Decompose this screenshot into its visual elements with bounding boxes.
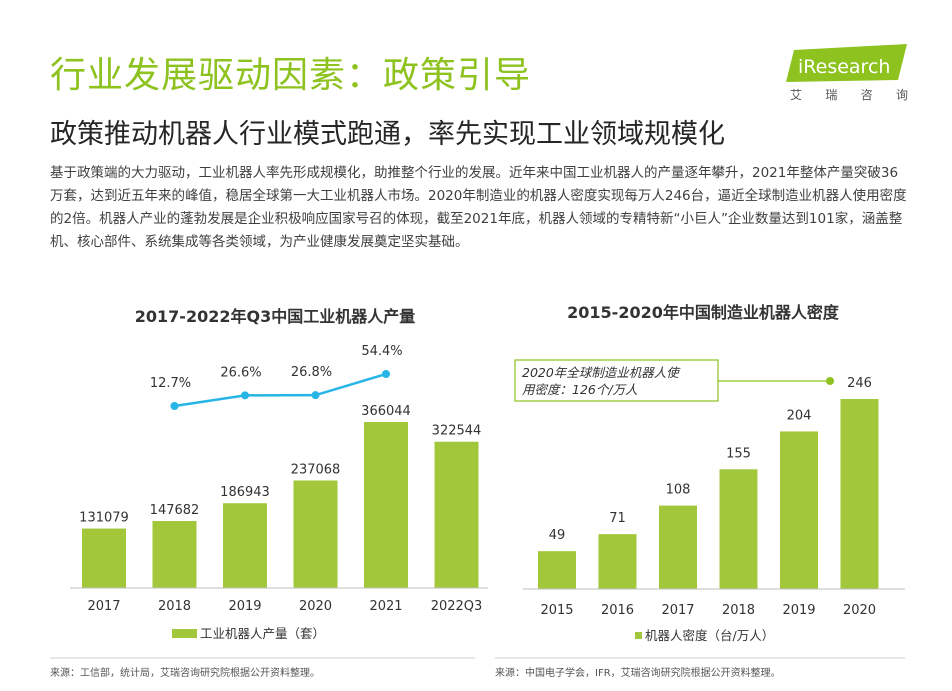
global-density-callout: 2020年全球制造业机器人使 用密度：126个/万人 bbox=[514, 359, 834, 402]
intro-paragraph: 基于政策端的大力驱动，工业机器人率先形成规模化，助推整个行业的发展。近年来中国工… bbox=[50, 165, 907, 250]
callout-line-2: 用密度：126个/万人 bbox=[522, 382, 638, 397]
bar-2020 bbox=[293, 480, 338, 588]
legend-label: 工业机器人产量（套） bbox=[200, 626, 325, 641]
bar-value-label: 108 bbox=[666, 483, 691, 498]
chart1-title: 2017-2022年Q3中国工业机器人产量 bbox=[135, 307, 415, 326]
bar-value-label: 49 bbox=[549, 528, 566, 543]
chart2-source: 来源：中国电子学会，IFR，艾瑞咨询研究院根据公开资料整理。 bbox=[495, 666, 781, 679]
bar-2019 bbox=[780, 431, 818, 589]
callout-dot bbox=[826, 377, 834, 385]
x-tick-label: 2021 bbox=[369, 599, 402, 614]
x-tick-label: 2016 bbox=[601, 603, 634, 618]
bar-value-label: 204 bbox=[787, 408, 812, 423]
tagline-char: 艾 bbox=[790, 88, 803, 102]
page-subtitle: 政策推动机器人行业模式跑通，率先实现工业领域规模化 bbox=[50, 119, 725, 150]
bar-value-label: 155 bbox=[726, 446, 751, 461]
x-tick-label: 2015 bbox=[540, 603, 573, 618]
bar-2015 bbox=[538, 551, 576, 589]
callout-line-1: 2020年全球制造业机器人使 bbox=[522, 365, 681, 380]
chart2-legend: 机器人密度（台/万人） bbox=[635, 628, 774, 643]
bar-2018 bbox=[152, 521, 197, 588]
bar-2022Q3 bbox=[434, 441, 479, 588]
x-tick-label: 2020 bbox=[843, 603, 876, 618]
chart1-legend: 工业机器人产量（套） bbox=[172, 626, 325, 641]
chart2-title: 2015-2020年中国制造业机器人密度 bbox=[567, 303, 840, 322]
x-tick-label: 2022Q3 bbox=[431, 599, 483, 614]
growth-line bbox=[174, 372, 387, 408]
tagline-char: 咨 bbox=[860, 88, 873, 102]
bar-value-label: 237068 bbox=[291, 462, 341, 477]
bar-2019 bbox=[223, 503, 267, 588]
x-tick-label: 2017 bbox=[87, 599, 120, 614]
growth-rate-label: 54.4% bbox=[361, 344, 402, 359]
bar-value-label: 186943 bbox=[220, 485, 270, 500]
x-tick-label: 2020 bbox=[299, 599, 332, 614]
bar-2021 bbox=[364, 422, 408, 588]
logo-wordmark: iResearch bbox=[798, 56, 890, 78]
legend-swatch bbox=[635, 632, 642, 639]
bar-2017 bbox=[659, 505, 697, 589]
bar-value-label: 322544 bbox=[432, 424, 482, 439]
growth-point bbox=[382, 370, 390, 378]
bar-2020 bbox=[840, 399, 879, 589]
bar-2018 bbox=[719, 469, 758, 589]
x-tick-label: 2019 bbox=[782, 603, 815, 618]
growth-rate-label: 26.8% bbox=[291, 365, 332, 380]
density-chart: 2015-2020年中国制造业机器人密度 49 71 108 155 204 246 20… bbox=[495, 303, 905, 679]
x-tick-label: 2019 bbox=[228, 599, 261, 614]
bar-value-label: 366044 bbox=[361, 404, 411, 419]
callout-box bbox=[514, 359, 719, 402]
legend-label: 机器人密度（台/万人） bbox=[645, 628, 774, 643]
iresearch-logo: iResearch bbox=[786, 44, 907, 82]
bar-2017 bbox=[82, 528, 126, 588]
bar-value-label: 71 bbox=[609, 511, 626, 526]
growth-point bbox=[241, 391, 249, 400]
bar-value-label: 131079 bbox=[79, 511, 129, 526]
bar-2016 bbox=[598, 534, 637, 589]
bar-value-label: 246 bbox=[847, 376, 872, 391]
production-chart: 2017-2022年Q3中国工业机器人产量 131079 147682 186943… bbox=[50, 307, 488, 679]
logo-tagline: 艾 瑞 咨 询 bbox=[790, 86, 908, 103]
x-tick-label: 2018 bbox=[722, 603, 755, 618]
chart1-source: 来源：工信部，统计局，艾瑞咨询研究院根据公开资料整理。 bbox=[50, 666, 320, 679]
growth-rate-label: 12.7% bbox=[150, 376, 191, 391]
legend-swatch bbox=[172, 629, 197, 638]
growth-point bbox=[311, 391, 320, 400]
growth-point bbox=[170, 402, 179, 410]
x-tick-label: 2018 bbox=[158, 599, 191, 614]
page-title: 行业发展驱动因素：政策引导 bbox=[50, 55, 532, 96]
bar-value-label: 147682 bbox=[150, 503, 200, 518]
x-tick-label: 2017 bbox=[661, 603, 694, 618]
tagline-char: 询 bbox=[895, 88, 908, 102]
tagline-char: 瑞 bbox=[825, 88, 838, 102]
growth-rate-label: 26.6% bbox=[220, 365, 261, 380]
